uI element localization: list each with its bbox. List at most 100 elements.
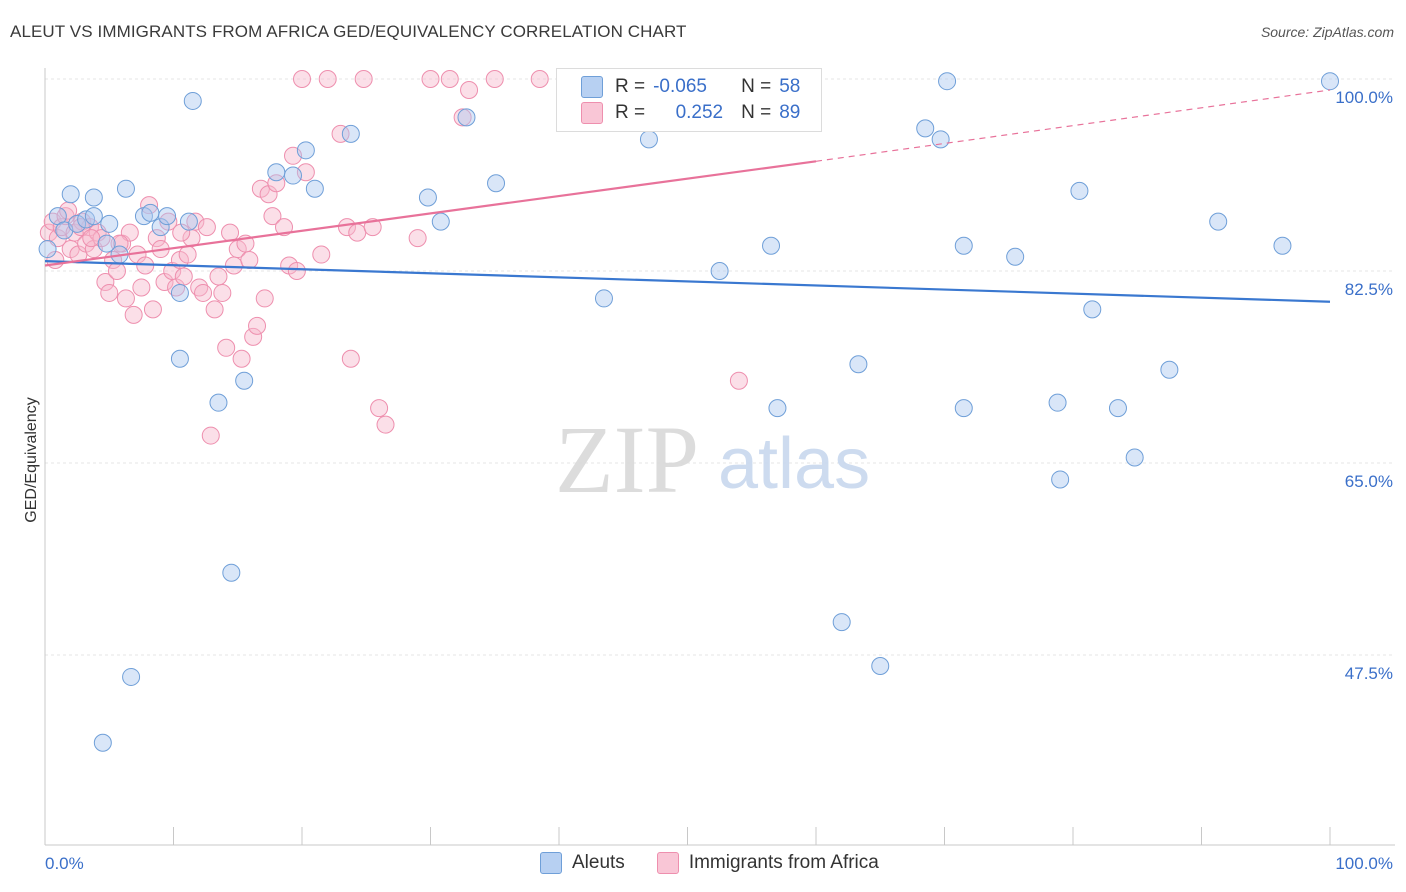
data-point-aleuts xyxy=(38,240,57,259)
data-point-aleuts xyxy=(487,174,506,193)
x-tick-label: 100.0% xyxy=(1335,854,1393,873)
data-point-africa xyxy=(318,70,337,88)
data-point-africa xyxy=(116,289,135,308)
data-point-aleuts xyxy=(116,179,135,198)
data-point-aleuts xyxy=(938,72,957,91)
data-point-africa xyxy=(337,218,356,237)
data-point-africa xyxy=(263,207,282,226)
data-point-africa xyxy=(221,223,240,242)
legend-item-africa: Immigrants from Africa xyxy=(656,852,879,874)
data-point-africa xyxy=(217,338,236,357)
data-point-aleuts xyxy=(1160,360,1179,379)
data-point-aleuts xyxy=(832,613,851,632)
data-point-aleuts xyxy=(431,212,450,231)
axes xyxy=(44,68,1395,846)
legend-row-africa: R = 0.252 N = 89 xyxy=(581,101,800,125)
data-point-africa xyxy=(194,283,213,302)
data-point-africa xyxy=(107,262,126,280)
data-point-africa xyxy=(92,229,111,248)
data-point-africa xyxy=(178,245,197,264)
data-point-aleuts xyxy=(122,667,141,686)
data-point-aleuts xyxy=(768,399,787,418)
data-point-aleuts xyxy=(1125,448,1144,467)
y-tick-label: 65.0% xyxy=(1345,472,1393,491)
data-point-aleuts xyxy=(931,130,950,149)
data-point-africa xyxy=(110,234,129,253)
data-point-africa xyxy=(370,399,389,418)
data-point-aleuts xyxy=(762,236,781,255)
data-point-aleuts xyxy=(1108,399,1127,418)
data-point-africa xyxy=(312,245,331,264)
data-point-aleuts xyxy=(100,214,119,233)
data-point-africa xyxy=(421,70,440,88)
legend-r-label: R = xyxy=(615,76,646,97)
data-point-aleuts xyxy=(710,262,729,280)
data-point-aleuts xyxy=(141,203,160,222)
data-point-aleuts xyxy=(158,207,177,226)
y-tick-label: 82.5% xyxy=(1345,280,1393,299)
data-point-aleuts xyxy=(235,371,254,390)
data-point-africa xyxy=(48,229,67,248)
data-point-aleuts xyxy=(61,185,80,204)
tick-labels: 100.0% 82.5% 65.0% 47.5% 0.0% 100.0% xyxy=(45,88,1393,873)
data-point-africa xyxy=(120,223,139,242)
data-point-aleuts xyxy=(871,656,890,675)
y-axis-label: GED/Equivalency xyxy=(23,397,40,522)
data-point-africa xyxy=(82,229,101,248)
data-point-africa xyxy=(348,223,367,242)
data-point-africa xyxy=(186,212,205,231)
series-aleuts xyxy=(38,72,1339,752)
chart-title: ALEUT VS IMMIGRANTS FROM AFRICA GED/EQUI… xyxy=(10,22,687,41)
data-point-aleuts xyxy=(594,289,613,308)
trend-extension-africa xyxy=(815,89,1331,162)
data-point-aleuts xyxy=(84,207,103,226)
data-point-africa xyxy=(143,300,162,319)
source-label: Source: ZipAtlas.com xyxy=(1260,24,1394,40)
data-point-africa xyxy=(205,300,224,319)
data-point-africa xyxy=(460,80,479,99)
data-point-aleuts xyxy=(457,108,476,127)
data-point-africa xyxy=(331,124,350,143)
data-point-africa xyxy=(244,327,263,346)
data-point-africa xyxy=(213,283,232,302)
data-point-africa xyxy=(124,305,143,324)
data-point-aleuts xyxy=(1083,300,1102,319)
data-point-africa xyxy=(729,371,748,390)
data-point-africa xyxy=(224,256,243,275)
trend-line-aleuts xyxy=(44,260,1331,303)
legend-swatch-pink xyxy=(581,102,603,124)
legend-item-aleuts: Aleuts xyxy=(540,852,625,874)
legend-label-africa: Immigrants from Africa xyxy=(688,852,879,873)
data-point-africa xyxy=(201,426,220,445)
data-point-aleuts xyxy=(916,119,935,138)
trend-lines xyxy=(44,89,1331,303)
data-point-aleuts xyxy=(1273,236,1292,255)
legend-swatch-aleuts xyxy=(540,852,562,874)
series-legend: Aleuts Immigrants from Africa xyxy=(540,852,911,874)
data-point-africa xyxy=(376,415,395,434)
data-point-africa xyxy=(354,70,373,88)
data-point-aleuts xyxy=(68,214,87,233)
data-point-africa xyxy=(140,196,159,215)
data-point-africa xyxy=(209,267,228,286)
data-point-aleuts xyxy=(1070,181,1089,200)
watermark: ZIP atlas xyxy=(555,406,870,513)
data-point-africa xyxy=(287,262,306,280)
y-tick-label: 47.5% xyxy=(1345,664,1393,683)
y-tick-label: 100.0% xyxy=(1335,88,1393,107)
legend-swatch-blue xyxy=(581,76,603,98)
data-point-africa xyxy=(530,70,549,88)
data-point-aleuts xyxy=(1048,393,1067,412)
data-point-africa xyxy=(174,267,193,286)
trend-line-africa xyxy=(44,160,817,267)
data-point-africa xyxy=(267,174,286,193)
data-point-aleuts xyxy=(296,141,315,160)
data-point-aleuts xyxy=(849,355,868,374)
data-point-africa xyxy=(255,289,274,308)
data-point-africa xyxy=(341,349,360,368)
watermark-zip: ZIP xyxy=(555,406,699,513)
data-point-aleuts xyxy=(151,218,170,237)
data-point-africa xyxy=(197,218,216,237)
data-point-aleuts xyxy=(639,130,658,149)
data-point-aleuts xyxy=(170,349,189,368)
